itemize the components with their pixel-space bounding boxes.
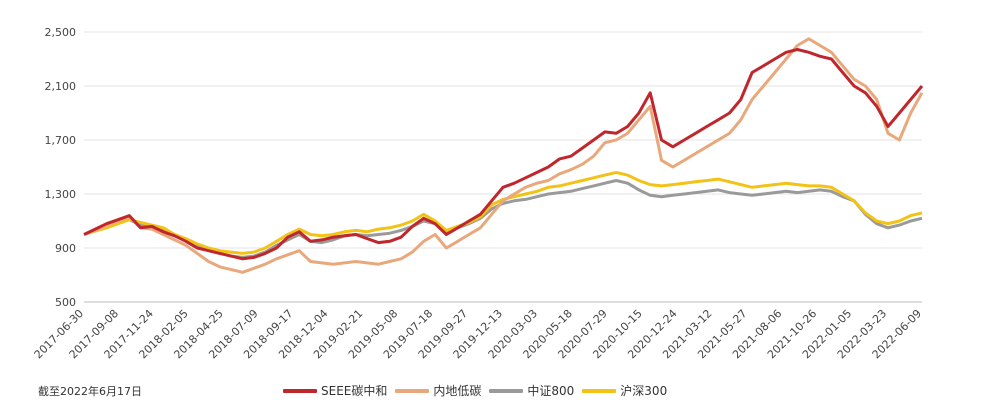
y-tick-label: 2,100 — [45, 80, 77, 93]
legend-item-neidi: 内地低碳 — [395, 382, 481, 399]
date-note: 截至2022年6月17日 — [38, 385, 142, 398]
legend-swatch — [283, 388, 317, 393]
legend-label: 内地低碳 — [433, 384, 482, 398]
legend-swatch — [582, 388, 617, 393]
legend-item-csi300: 沪深300 — [582, 382, 667, 399]
line-chart: 500 900 1,300 1,700 2,100 2,500 2017-06-30201… — [32, 26, 924, 361]
series-line-2 — [83, 179, 923, 259]
y-tick-label: 900 — [55, 242, 76, 255]
gridlines — [84, 31, 922, 303]
series-line-3 — [83, 170, 923, 255]
y-tick-label: 2,500 — [45, 26, 77, 39]
y-tick-label: 1,300 — [45, 188, 77, 201]
x-axis: 2017-06-302017-09-082017-11-242018-02-05… — [32, 307, 924, 361]
series-line-1 — [83, 37, 924, 274]
legend-item-seee: SEEE碳中和 — [283, 382, 387, 399]
y-axis: 500 900 1,300 1,700 2,100 2,500 — [45, 26, 77, 309]
legend-label: 中证800 — [527, 384, 575, 398]
legend: SEEE碳中和 内地低碳 中证800 沪深300 — [283, 382, 667, 399]
y-tick-label: 1,700 — [45, 134, 77, 147]
legend-item-csi800: 中证800 — [489, 382, 574, 399]
legend-label: SEEE碳中和 — [321, 384, 388, 398]
legend-label: 沪深300 — [620, 384, 668, 398]
legend-swatch — [489, 388, 524, 393]
series-line-0 — [83, 48, 924, 261]
series-lines — [83, 37, 924, 274]
legend-swatch — [395, 388, 430, 393]
y-tick-label: 500 — [55, 296, 76, 309]
